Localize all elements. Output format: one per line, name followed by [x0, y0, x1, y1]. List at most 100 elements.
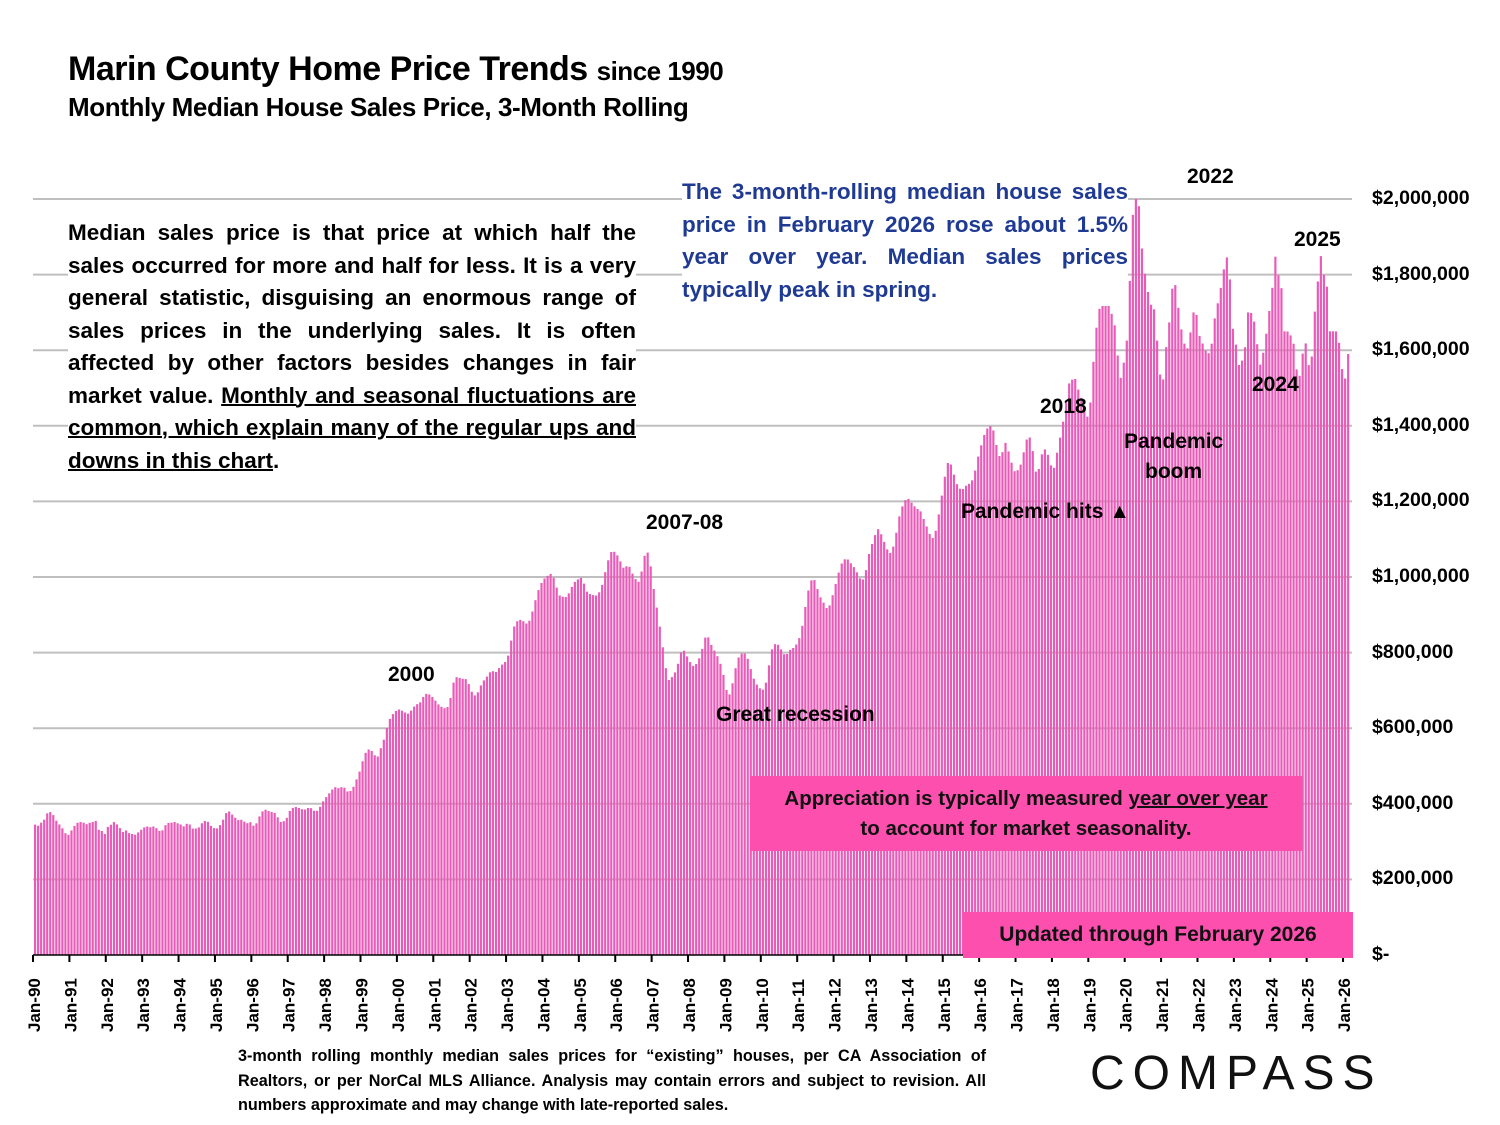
bar	[1344, 378, 1347, 955]
bar	[482, 680, 485, 955]
x-tick-label: Jan-23	[1226, 978, 1245, 1032]
bar	[910, 502, 913, 955]
bar	[443, 708, 446, 955]
bar	[731, 683, 734, 955]
bar	[309, 808, 313, 955]
bar	[995, 445, 998, 955]
bar	[619, 561, 622, 955]
bar	[397, 709, 401, 955]
bar	[1319, 256, 1322, 956]
bar	[1143, 273, 1147, 955]
bar	[622, 567, 625, 955]
bar	[434, 700, 437, 955]
x-tick-label: Jan-01	[425, 978, 444, 1032]
bar	[228, 811, 231, 955]
bar	[1183, 343, 1186, 956]
bar	[124, 830, 128, 955]
bar	[695, 664, 698, 955]
bar	[889, 553, 892, 955]
bar	[925, 526, 928, 955]
x-tick-label: Jan-08	[680, 978, 699, 1032]
bar	[285, 817, 288, 955]
bar	[1137, 206, 1141, 955]
bar	[467, 684, 470, 955]
bar	[246, 823, 249, 955]
bar	[1295, 369, 1298, 955]
bar	[410, 710, 413, 955]
bar	[97, 829, 100, 955]
bar	[1016, 470, 1019, 955]
bar	[331, 789, 334, 955]
bar	[807, 590, 810, 955]
bar	[685, 656, 689, 955]
bar	[70, 830, 73, 955]
bar	[664, 668, 667, 955]
bar	[73, 825, 76, 955]
bar	[501, 664, 504, 955]
x-tick-label: Jan-94	[171, 978, 190, 1032]
bar	[79, 822, 82, 955]
page-title: Marin County Home Price Trends since 199…	[68, 50, 724, 90]
bar	[558, 595, 561, 955]
bar	[1304, 343, 1307, 955]
bar	[1007, 451, 1010, 955]
bar	[974, 470, 977, 955]
bar	[698, 658, 701, 955]
x-tick-label: Jan-09	[716, 978, 735, 1032]
bar	[1204, 350, 1207, 956]
bar	[595, 595, 598, 955]
bar	[455, 677, 458, 955]
bar	[895, 532, 898, 955]
bar	[837, 572, 840, 955]
bar	[115, 824, 119, 955]
bar	[1004, 442, 1007, 955]
bar	[252, 825, 255, 955]
bar	[886, 549, 889, 955]
x-tick-label: Jan-03	[498, 978, 517, 1032]
bar	[861, 579, 865, 955]
bar	[1316, 281, 1319, 955]
x-tick-label: Jan-26	[1335, 978, 1354, 1032]
bar	[588, 594, 592, 955]
bar	[1149, 304, 1153, 955]
bar	[1292, 343, 1295, 955]
bar	[61, 828, 64, 955]
x-tick-label: Jan-19	[1080, 978, 1099, 1032]
bar	[1122, 362, 1125, 955]
bar	[267, 811, 270, 955]
bar	[1068, 383, 1071, 955]
bar	[877, 529, 880, 955]
bar	[422, 696, 425, 955]
x-tick-label: Jan-95	[207, 978, 226, 1032]
bar	[846, 559, 849, 955]
x-tick-label: Jan-10	[753, 978, 772, 1032]
bar	[400, 710, 404, 955]
bar	[194, 828, 197, 955]
bar	[212, 828, 216, 955]
bar	[1040, 454, 1043, 955]
bar	[203, 821, 206, 955]
x-tick-label: Jan-21	[1153, 978, 1172, 1032]
title-suffix: since 1990	[596, 56, 724, 86]
bar	[746, 658, 749, 955]
bar	[1243, 347, 1247, 955]
bar-series	[34, 199, 1350, 956]
bar	[82, 822, 85, 955]
bar	[364, 752, 367, 955]
bar	[1074, 379, 1077, 955]
bar	[725, 690, 728, 955]
bar	[1280, 288, 1283, 955]
bar	[231, 814, 234, 955]
bar	[946, 463, 949, 955]
x-tick-label: Jan-99	[353, 978, 372, 1032]
bar	[643, 555, 646, 955]
bar	[1146, 292, 1150, 955]
bar	[40, 822, 43, 955]
bar	[1107, 300, 1110, 955]
bar	[707, 637, 710, 955]
bar	[37, 825, 40, 955]
bar	[928, 534, 931, 955]
bar	[613, 551, 616, 955]
bar	[1080, 397, 1083, 955]
bar	[952, 474, 956, 955]
